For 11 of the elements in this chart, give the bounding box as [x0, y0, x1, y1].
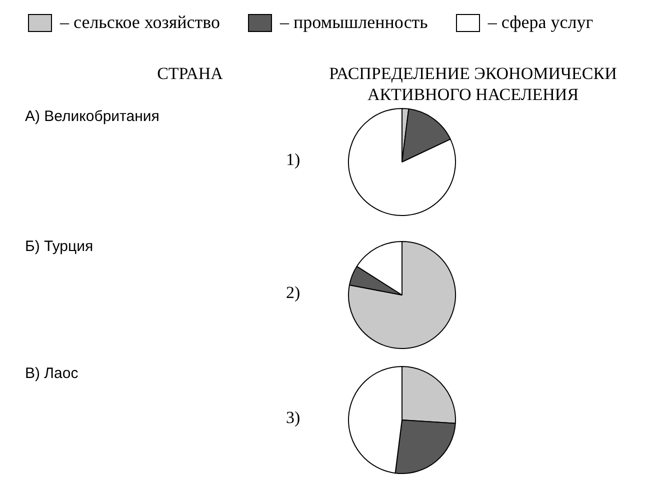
legend-label: – промышленность [280, 12, 428, 33]
text: 1) [286, 150, 300, 170]
text: Б) Турция [25, 237, 94, 257]
text: РАСПРЕДЕЛЕНИЕ ЭКОНОМИЧЕСКИ АКТИВНОГО НАСЕЛЕНИЯ [328, 63, 618, 105]
legend-label: – сельское хозяйство [60, 12, 220, 33]
text: А) Великобритания [25, 107, 160, 127]
text: В) Лаос [25, 364, 80, 384]
text: 2) [286, 283, 300, 303]
legend-label: – сфера услуг [488, 12, 594, 33]
text: 3) [286, 408, 300, 428]
text: СТРАНА [156, 63, 224, 84]
